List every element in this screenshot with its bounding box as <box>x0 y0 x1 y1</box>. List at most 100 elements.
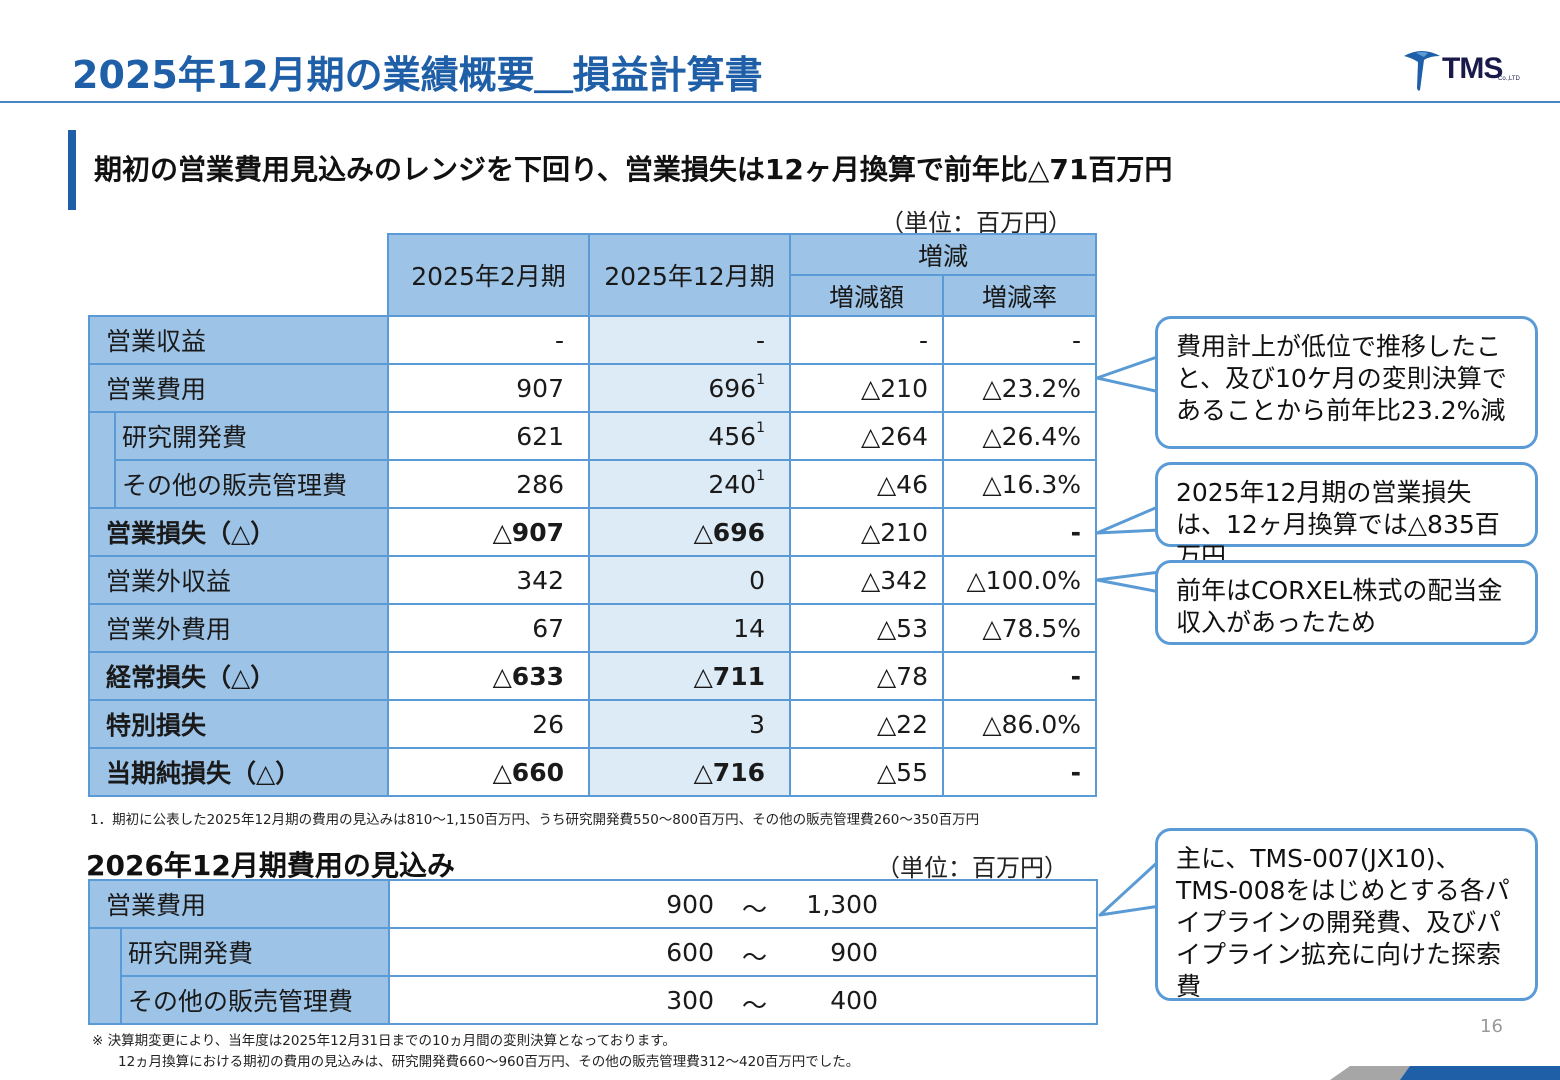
range-cell: 900 ～ 1,300 <box>388 879 1098 929</box>
logo-subtext: Co.,LTD <box>1498 76 1520 82</box>
subtitle-accent-bar <box>68 130 76 210</box>
row-label: その他の販売管理費 <box>114 459 389 509</box>
table-row: 特別損失 26 3 △22 △86.0% <box>88 699 1097 749</box>
row-label: その他の販売管理費 <box>120 975 390 1025</box>
row-label: 営業外費用 <box>88 603 389 653</box>
row-label: 研究開発費 <box>120 927 390 977</box>
table-row: 研究開発費 621 4561 △264 △26.4% <box>88 411 1097 461</box>
cell-change-rate: △23.2% <box>942 363 1097 413</box>
cell-fy2502: 67 <box>387 603 590 653</box>
header-fy2502: 2025年2月期 <box>387 233 590 317</box>
table-row: 営業費用 900 ～ 1,300 <box>88 879 1098 929</box>
footnote-marker: 1 <box>756 419 765 436</box>
header-change-amount: 増減額 <box>789 274 944 317</box>
row-label: 経常損失（△） <box>88 651 389 701</box>
table-row: 営業外費用 67 14 △53 △78.5% <box>88 603 1097 653</box>
range-separator: ～ <box>742 943 768 972</box>
cell-change-amount: △264 <box>789 411 944 461</box>
cell-change-rate: - <box>942 747 1097 797</box>
note-line-2: 12ヵ月換算における期初の費用の見込みは、研究開発費660～960百万円、その他… <box>118 1054 860 1070</box>
table-row: その他の販売管理費 300 ～ 400 <box>88 975 1098 1025</box>
cell-change-rate: - <box>942 315 1097 365</box>
cell-fy2512: 6961 <box>588 363 791 413</box>
callout-pointer-3 <box>1095 570 1162 594</box>
range-high: 1,300 <box>806 890 878 919</box>
cell-value: 240 <box>708 469 757 499</box>
range-cell: 300 ～ 400 <box>388 975 1098 1025</box>
table-row: 当期純損失（△） △660 △716 △55 - <box>88 747 1097 797</box>
table-row: 営業収益 - - - - <box>88 315 1097 365</box>
callout-operating-loss: 2025年12月期の営業損失は、12ヶ月換算では△835百万円 <box>1155 462 1538 571</box>
table-row: 経常損失（△） △633 △711 △78 - <box>88 651 1097 701</box>
forecast-unit-label: （単位：百万円） <box>876 854 1068 882</box>
callout-operating-expenses: 費用計上が低位で推移したこと、及び10ケ月の変則決算であることから前年比23.2… <box>1155 316 1538 449</box>
row-label: 営業外収益 <box>88 555 389 605</box>
cell-fy2502: 342 <box>387 555 590 605</box>
range-low: 300 <box>666 986 714 1015</box>
row-label: 特別損失 <box>88 699 389 749</box>
cell-change-rate: △100.0% <box>942 555 1097 605</box>
row-label: 当期純損失（△） <box>88 747 389 797</box>
table-row: その他の販売管理費 286 2401 △46 △16.3% <box>88 459 1097 509</box>
cell-fy2502: 286 <box>387 459 590 509</box>
header-change: 増減 <box>789 233 1097 276</box>
cell-fy2512: △696 <box>588 507 791 557</box>
cell-fy2512: 14 <box>588 603 791 653</box>
range-low: 600 <box>666 938 714 967</box>
cell-change-rate: △86.0% <box>942 699 1097 749</box>
cell-change-amount: △55 <box>789 747 944 797</box>
range-high: 900 <box>830 938 878 967</box>
table-row: 営業費用 907 6961 △210 △23.2% <box>88 363 1097 413</box>
range-separator: ～ <box>742 895 768 924</box>
cell-value: 456 <box>708 421 757 451</box>
cell-change-rate: △16.3% <box>942 459 1097 509</box>
cell-fy2512: 2401 <box>588 459 791 509</box>
cell-fy2512: △711 <box>588 651 791 701</box>
row-label: 営業損失（△） <box>88 507 389 557</box>
table-row: 営業損失（△） △907 △696 △210 - <box>88 507 1097 557</box>
cell-change-amount: △210 <box>789 363 944 413</box>
cell-fy2502: 621 <box>387 411 590 461</box>
cell-fy2512: 0 <box>588 555 791 605</box>
cell-change-rate: - <box>942 507 1097 557</box>
pl-unit-label: （単位：百万円） <box>880 209 1072 237</box>
header-change-rate: 増減率 <box>942 274 1097 317</box>
page-number: 16 <box>1480 1016 1503 1037</box>
range-cell: 600 ～ 900 <box>388 927 1098 977</box>
company-logo: TMS Co.,LTD <box>1400 46 1530 96</box>
cell-fy2502: 907 <box>387 363 590 413</box>
header-blank <box>89 234 388 316</box>
cell-fy2512: 3 <box>588 699 791 749</box>
callout-pointer-1 <box>1095 354 1162 394</box>
footnote-marker: 1 <box>756 371 765 388</box>
cell-change-rate: - <box>942 651 1097 701</box>
cell-change-amount: △342 <box>789 555 944 605</box>
cell-change-amount: △78 <box>789 651 944 701</box>
indent-cell <box>88 460 116 509</box>
cell-change-amount: △46 <box>789 459 944 509</box>
callout-pointer-4 <box>1098 858 1162 917</box>
range-separator: ～ <box>742 991 768 1020</box>
corner-decoration <box>1330 1066 1560 1080</box>
forecast-title: 2026年12月期費用の見込み <box>86 849 455 882</box>
cell-value: 696 <box>708 373 757 403</box>
cell-change-rate: △78.5% <box>942 603 1097 653</box>
cell-fy2502: - <box>387 315 590 365</box>
cell-change-amount: △22 <box>789 699 944 749</box>
indent-cell <box>88 928 122 976</box>
income-statement-table: 2025年2月期 2025年12月期 増減 増減額 増減率 営業収益 - - -… <box>88 233 1097 797</box>
forecast-table: 営業費用 900 ～ 1,300 研究開発費 600 ～ 900 その他の販売管… <box>88 879 1098 1025</box>
callout-pointer-2 <box>1095 504 1162 535</box>
header-fy2512: 2025年12月期 <box>588 233 791 317</box>
callout-non-operating-income: 前年はCORXEL株式の配当金収入があったため <box>1155 560 1538 645</box>
cell-change-amount: △53 <box>789 603 944 653</box>
logo-mark-icon <box>1404 51 1440 91</box>
table-row: 研究開発費 600 ～ 900 <box>88 927 1098 977</box>
cell-fy2502: △907 <box>387 507 590 557</box>
table-footnote: 1．期初に公表した2025年12月期の費用の見込みは810～1,150百万円、う… <box>90 812 980 828</box>
cell-fy2512: △716 <box>588 747 791 797</box>
cell-fy2512: - <box>588 315 791 365</box>
note-line-1: ※ 決算期変更により、当年度は2025年12月31日までの10ヵ月間の変則決算と… <box>92 1033 676 1049</box>
range-high: 400 <box>830 986 878 1015</box>
cell-fy2502: △660 <box>387 747 590 797</box>
